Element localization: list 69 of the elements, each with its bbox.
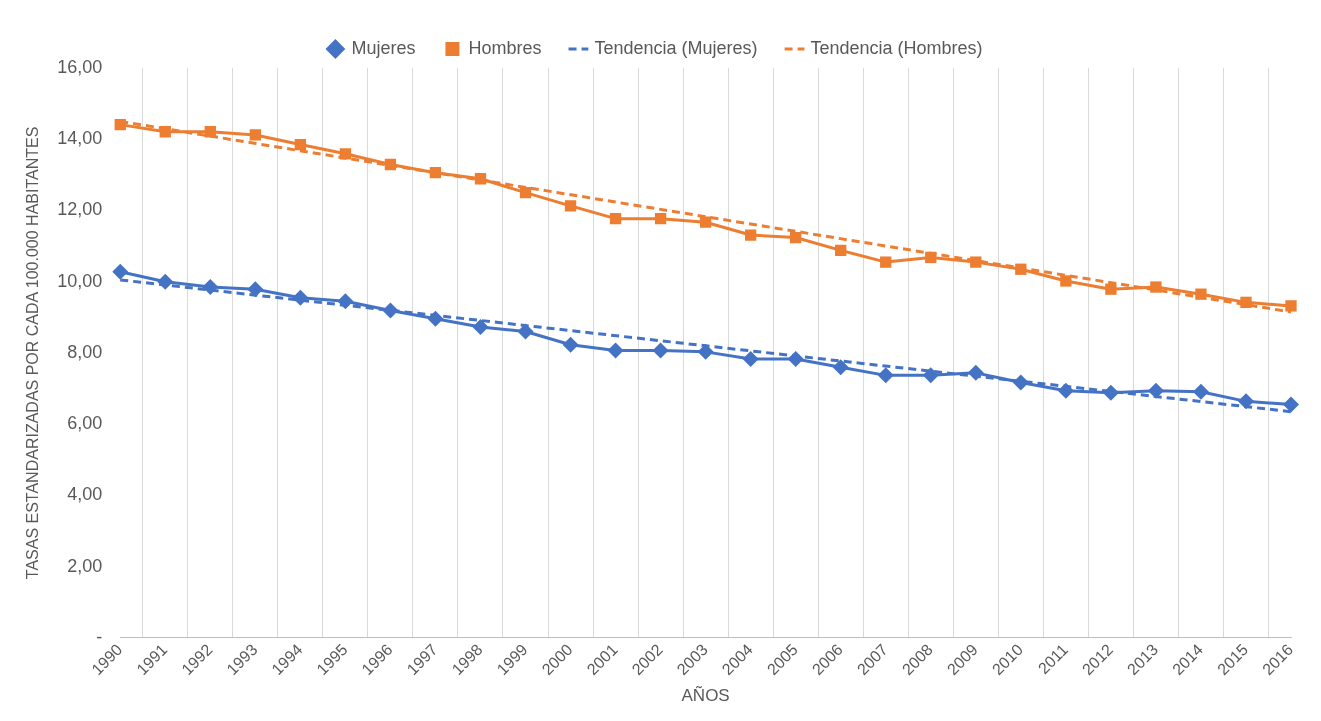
point xyxy=(790,231,802,244)
point xyxy=(880,256,892,268)
point xyxy=(112,263,129,280)
point xyxy=(292,289,309,306)
point xyxy=(607,342,624,359)
point xyxy=(1102,384,1119,401)
point xyxy=(249,129,261,141)
point xyxy=(294,138,307,151)
point xyxy=(1285,300,1297,312)
point xyxy=(922,367,939,384)
y-tick-label: 10,00 xyxy=(57,270,103,291)
point xyxy=(699,216,712,228)
point xyxy=(742,350,759,367)
point xyxy=(697,343,714,360)
point xyxy=(1147,382,1164,399)
point xyxy=(925,251,937,264)
point xyxy=(159,126,171,138)
point xyxy=(247,281,264,298)
point xyxy=(787,350,804,367)
point xyxy=(835,244,847,257)
point xyxy=(652,342,669,359)
point xyxy=(114,118,126,131)
y-tick-label: - xyxy=(96,626,103,647)
y-tick-label: 2,00 xyxy=(67,555,103,576)
legend-label: Tendencia (Hombres) xyxy=(810,37,983,58)
point xyxy=(382,302,399,319)
point xyxy=(157,273,174,290)
point xyxy=(384,158,397,171)
point xyxy=(519,187,532,199)
point xyxy=(1012,374,1029,391)
point xyxy=(1015,263,1027,275)
point xyxy=(204,126,216,138)
point xyxy=(202,279,219,296)
legend-label: Tendencia (Mujeres) xyxy=(594,37,758,58)
point xyxy=(337,293,354,310)
point xyxy=(339,148,352,160)
legend-label: Mujeres xyxy=(351,37,416,58)
point xyxy=(877,367,894,384)
point xyxy=(429,167,442,179)
point xyxy=(1237,393,1254,410)
point xyxy=(562,336,579,353)
y-tick-label: 8,00 xyxy=(67,341,103,362)
point xyxy=(474,173,487,185)
y-tick-label: 4,00 xyxy=(67,484,103,505)
point xyxy=(427,310,444,327)
y-tick-label: 14,00 xyxy=(57,128,103,149)
point xyxy=(1057,382,1074,399)
point xyxy=(472,318,489,335)
point xyxy=(1150,281,1162,293)
point xyxy=(967,364,984,381)
point xyxy=(1192,383,1209,400)
point xyxy=(832,359,849,376)
x-axis-title: AÑOS xyxy=(681,686,730,706)
y-tick-label: 12,00 xyxy=(57,199,103,220)
point xyxy=(1060,275,1072,287)
point xyxy=(564,200,577,212)
point xyxy=(517,323,534,340)
y-tick-label: 6,00 xyxy=(67,413,103,434)
point xyxy=(654,213,667,225)
point xyxy=(1105,283,1117,295)
y-tick-label: 16,00 xyxy=(57,56,103,77)
point xyxy=(609,213,622,225)
legend-label: Hombres xyxy=(468,37,542,58)
point xyxy=(744,229,757,241)
point xyxy=(1240,296,1252,309)
y-axis-title: TASAS ESTANDARIZADAS POR CADA 100.000 HABITANTES xyxy=(24,126,42,580)
point xyxy=(970,256,982,268)
point xyxy=(1195,288,1207,300)
point xyxy=(1283,396,1299,413)
